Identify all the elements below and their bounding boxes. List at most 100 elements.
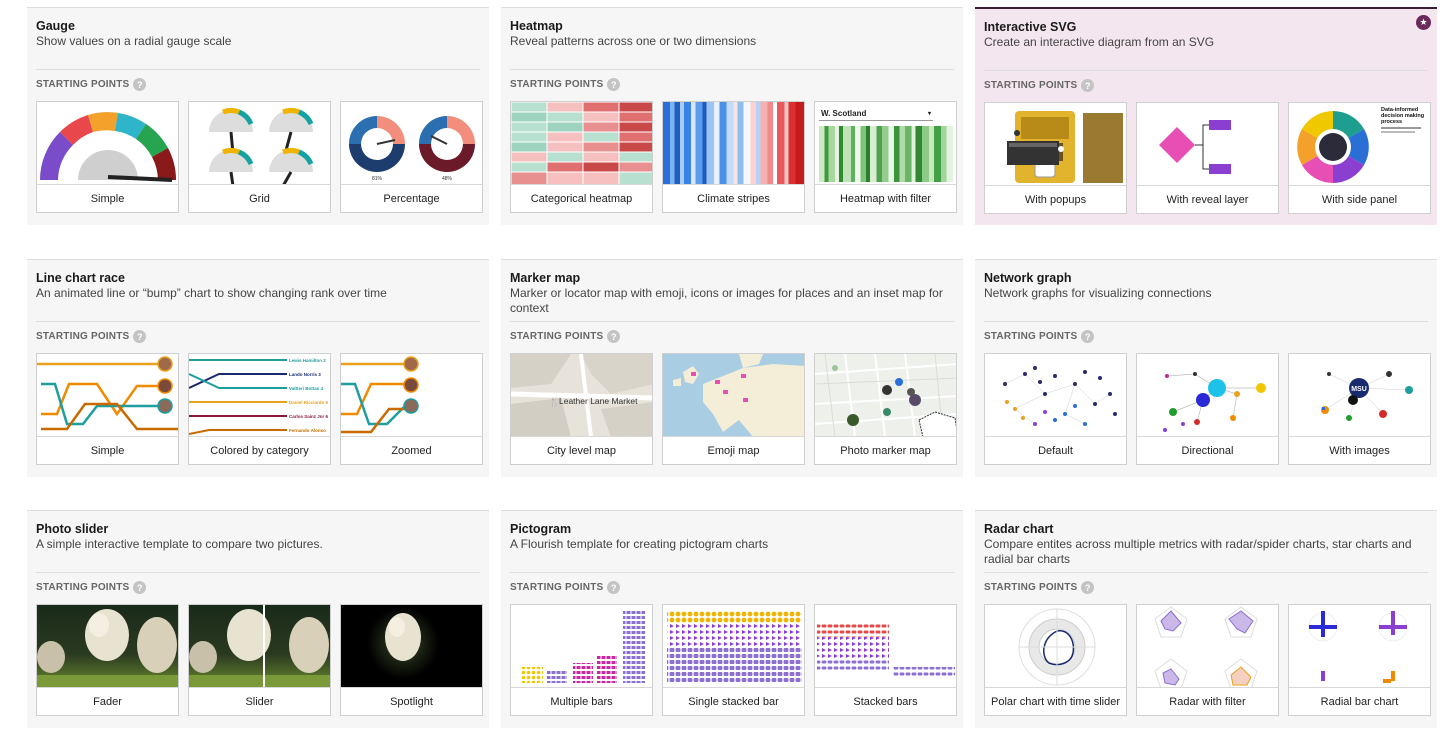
question-circle-icon[interactable]: ? bbox=[607, 330, 621, 343]
card-description: Compare entites across multiple metrics … bbox=[984, 537, 1412, 566]
thumb-photo-spotlight[interactable]: Spotlight bbox=[340, 604, 483, 716]
thumb-pictogram-stacked-bars[interactable]: Stacked bars bbox=[814, 604, 957, 716]
card-description: Create an interactive diagram from an SV… bbox=[984, 35, 1215, 49]
thumb-label: Simple bbox=[37, 436, 178, 464]
thumb-emoji-map[interactable]: Emoji map bbox=[662, 353, 805, 465]
thumb-line-race-colored[interactable]: Lewis Hamilton 2 Lando Norris 3 Valtteri… bbox=[188, 353, 331, 465]
template-card-photo-slider[interactable]: Photo slider A simple interactive templa… bbox=[27, 510, 489, 728]
card-description: A Flourish template for creating pictogr… bbox=[510, 537, 769, 551]
starting-points-heading: STARTING POINTS? bbox=[510, 330, 621, 343]
card-title: Heatmap bbox=[510, 19, 563, 33]
gauge-value-left: 81% bbox=[372, 176, 383, 182]
divider bbox=[36, 321, 480, 322]
svg-text:decision making: decision making bbox=[1381, 113, 1424, 119]
thumb-photo-slider[interactable]: Slider bbox=[188, 604, 331, 716]
question-circle-icon[interactable]: ? bbox=[1081, 330, 1095, 343]
photo-marker-map-preview bbox=[815, 354, 956, 437]
thumb-label: Heatmap with filter bbox=[815, 184, 956, 212]
line-race-simple-preview bbox=[37, 354, 178, 437]
thumb-network-default[interactable]: Default bbox=[984, 353, 1127, 465]
thumb-heatmap-with-filter[interactable]: W. Scotland ▾ Heatmap with filter bbox=[814, 101, 957, 213]
thumb-label: Simple bbox=[37, 184, 178, 212]
thumb-radar-with-filter[interactable]: Radar with filter bbox=[1136, 604, 1279, 716]
card-title: Gauge bbox=[36, 19, 75, 33]
region-filter-dropdown[interactable]: W. Scotland ▾ bbox=[819, 106, 933, 121]
thumb-label: With side panel bbox=[1289, 185, 1430, 213]
network-images-preview: MSU bbox=[1289, 354, 1430, 437]
template-card-heatmap[interactable]: Heatmap Reveal patterns across one or tw… bbox=[501, 7, 963, 225]
thumb-city-level-map[interactable]: Leather Lane Market 🍴 City level map bbox=[510, 353, 653, 465]
question-circle-icon[interactable]: ? bbox=[133, 581, 147, 594]
template-card-interactive-svg[interactable]: ★ Interactive SVG Create an interactive … bbox=[975, 7, 1437, 225]
question-circle-icon[interactable]: ? bbox=[607, 78, 621, 91]
thumb-label: Percentage bbox=[341, 184, 482, 212]
divider bbox=[984, 572, 1428, 573]
thumbnail-row: Polar chart with time slider Radar with … bbox=[984, 604, 1431, 716]
city-map-preview: Leather Lane Market 🍴 bbox=[511, 354, 652, 437]
divider bbox=[510, 572, 954, 573]
chevron-down-icon: ▾ bbox=[927, 110, 931, 117]
thumb-gauge-percentage[interactable]: 81% 48% Percentage bbox=[340, 101, 483, 213]
thumb-gauge-simple[interactable]: Simple bbox=[36, 101, 179, 213]
thumb-with-popups[interactable]: With popups bbox=[984, 102, 1127, 214]
gauge-value-right: 48% bbox=[442, 176, 453, 182]
thumb-pictogram-multiple-bars[interactable]: Multiple bars bbox=[510, 604, 653, 716]
thumb-photo-fader[interactable]: Fader bbox=[36, 604, 179, 716]
thumb-photo-marker-map[interactable]: Photo marker map bbox=[814, 353, 957, 465]
thumb-network-directional[interactable]: Directional bbox=[1136, 353, 1279, 465]
thumb-line-race-zoomed[interactable]: Zoomed bbox=[340, 353, 483, 465]
template-card-line-chart-race[interactable]: Line chart race An animated line or “bum… bbox=[27, 259, 489, 477]
race-label: Daniel Ricciardo 5 bbox=[289, 400, 329, 405]
template-card-network-graph[interactable]: Network graph Network graphs for visuali… bbox=[975, 259, 1437, 477]
thumb-label: Multiple bars bbox=[511, 687, 652, 715]
thumb-label: Spotlight bbox=[341, 687, 482, 715]
climate-stripes-preview bbox=[663, 102, 804, 185]
template-card-gauge[interactable]: Gauge Show values on a radial gauge scal… bbox=[27, 7, 489, 225]
categorical-heatmap-preview bbox=[511, 102, 652, 185]
thumb-network-with-images[interactable]: MSU With images bbox=[1288, 353, 1431, 465]
thumb-with-reveal-layer[interactable]: With reveal layer bbox=[1136, 102, 1279, 214]
race-label: Lando Norris 3 bbox=[289, 372, 321, 377]
multiple-bars-preview bbox=[511, 605, 652, 688]
thumb-label: Climate stripes bbox=[663, 184, 804, 212]
card-description: An animated line or “bump” chart to show… bbox=[36, 286, 387, 300]
thumb-categorical-heatmap[interactable]: Categorical heatmap bbox=[510, 101, 653, 213]
divider bbox=[36, 572, 480, 573]
thumb-climate-stripes[interactable]: Climate stripes bbox=[662, 101, 805, 213]
question-circle-icon[interactable]: ? bbox=[607, 581, 621, 594]
thumb-radar-polar-time-slider[interactable]: Polar chart with time slider bbox=[984, 604, 1127, 716]
starting-points-heading: STARTING POINTS? bbox=[36, 330, 147, 343]
thumb-radial-bar-chart[interactable]: Radial bar chart bbox=[1288, 604, 1431, 716]
thumb-label: Categorical heatmap bbox=[511, 184, 652, 212]
thumbnail-row: With popups With reveal layer bbox=[984, 102, 1431, 214]
card-description: A simple interactive template to compare… bbox=[36, 537, 323, 551]
question-circle-icon[interactable]: ? bbox=[133, 330, 147, 343]
question-circle-icon[interactable]: ? bbox=[133, 78, 147, 91]
card-title: Pictogram bbox=[510, 522, 572, 536]
popups-preview bbox=[985, 103, 1126, 186]
thumb-label: Emoji map bbox=[663, 436, 804, 464]
single-stacked-preview bbox=[663, 605, 804, 688]
question-circle-icon[interactable]: ? bbox=[1081, 79, 1095, 92]
thumb-label: Fader bbox=[37, 687, 178, 715]
side-panel-preview: Data-informed decision making process bbox=[1289, 103, 1430, 186]
thumbnail-row: Simple Grid 81 bbox=[36, 101, 483, 213]
thumb-label: Zoomed bbox=[341, 436, 482, 464]
cutlery-icon: 🍴 bbox=[549, 396, 560, 408]
template-card-pictogram[interactable]: Pictogram A Flourish template for creati… bbox=[501, 510, 963, 728]
template-card-radar-chart[interactable]: Radar chart Compare entites across multi… bbox=[975, 510, 1437, 728]
thumb-pictogram-single-stacked[interactable]: Single stacked bar bbox=[662, 604, 805, 716]
card-title: Network graph bbox=[984, 271, 1072, 285]
thumb-line-race-simple[interactable]: Simple bbox=[36, 353, 179, 465]
line-race-zoomed-preview bbox=[341, 354, 482, 437]
template-card-marker-map[interactable]: Marker map Marker or locator map with em… bbox=[501, 259, 963, 477]
question-circle-icon[interactable]: ? bbox=[1081, 581, 1095, 594]
card-description: Show values on a radial gauge scale bbox=[36, 34, 232, 48]
gauge-grid-preview bbox=[189, 102, 330, 185]
thumb-label: Radial bar chart bbox=[1289, 687, 1430, 715]
thumbnail-row: Fader Slider bbox=[36, 604, 483, 716]
divider bbox=[510, 69, 954, 70]
thumb-label: With popups bbox=[985, 185, 1126, 213]
thumb-with-side-panel[interactable]: Data-informed decision making process Wi… bbox=[1288, 102, 1431, 214]
thumb-gauge-grid[interactable]: Grid bbox=[188, 101, 331, 213]
